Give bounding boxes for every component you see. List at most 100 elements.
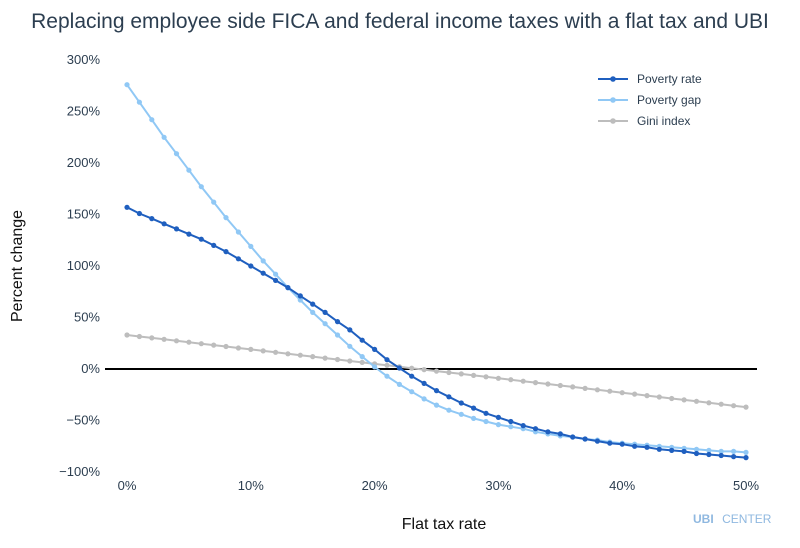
data-point-gini-index [632,391,638,397]
data-point-poverty-rate [570,434,576,440]
data-point-poverty-gap [347,343,353,349]
data-point-poverty-rate [483,410,489,416]
y-tick-label: −100% [59,464,100,479]
data-point-poverty-gap [693,446,700,452]
data-point-poverty-rate [545,429,551,435]
data-point-poverty-rate [297,293,303,299]
data-point-poverty-gap [483,418,489,425]
data-point-poverty-rate [421,380,427,386]
data-point-poverty-gap [731,448,737,454]
data-point-gini-index [458,371,464,377]
data-point-poverty-gap [310,309,316,315]
data-point-gini-index [248,346,254,352]
data-point-poverty-rate [458,400,464,406]
data-point-poverty-gap [235,229,241,235]
data-point-gini-index [334,356,341,363]
y-tick-label: 100% [67,258,101,273]
data-point-poverty-gap [718,448,724,454]
y-tick-label: 300% [67,52,101,67]
data-point-gini-index [520,378,526,384]
data-point-gini-index [186,339,192,345]
data-point-poverty-gap [706,447,712,453]
data-point-gini-index [446,369,452,376]
data-point-poverty-gap [124,82,130,88]
data-point-gini-index [273,349,279,355]
data-point-poverty-gap [223,215,229,221]
data-point-poverty-gap [396,381,402,387]
data-point-poverty-gap [136,99,142,105]
data-point-poverty-rate [693,450,700,457]
x-tick-label: 40% [609,478,635,493]
data-point-gini-index [495,375,501,381]
data-point-poverty-rate [322,309,328,315]
data-point-gini-index [173,338,180,344]
data-point-gini-index [198,341,204,347]
data-point-gini-index [235,345,241,351]
logo-brand-ubi: UBI [693,512,714,526]
y-tick-label: −50% [66,413,100,428]
x-axis-label: Flat tax rate [402,516,487,533]
data-point-poverty-gap [186,167,192,173]
data-point-poverty-rate [557,431,563,437]
data-point-poverty-rate [409,373,415,379]
data-point-poverty-gap [743,449,749,455]
data-point-poverty-gap [260,258,266,264]
data-point-gini-index [656,394,662,400]
data-point-gini-index [149,335,155,341]
data-point-poverty-rate [136,210,142,217]
legend-item-poverty-rate: Poverty rate [598,72,702,86]
data-point-gini-index [124,332,130,338]
y-axis-ticks: 300% 250% 200% 150% 100% 50% 0% −50% −100% [59,52,100,479]
data-point-poverty-rate [273,277,279,283]
data-point-poverty-rate [594,438,601,444]
data-point-poverty-rate [334,319,341,325]
data-point-gini-index [570,384,576,390]
data-point-poverty-gap [495,422,501,428]
data-point-gini-index [594,387,601,393]
data-point-poverty-rate [149,216,155,222]
x-tick-label: 30% [485,478,511,493]
data-point-poverty-gap [198,184,204,190]
data-point-gini-index [619,390,625,396]
data-point-poverty-rate [508,418,514,425]
data-point-poverty-rate [211,242,217,248]
data-point-poverty-gap [161,134,167,140]
series-line-poverty-rate [126,206,747,459]
data-point-gini-index [557,382,563,389]
y-axis-label: Percent change [9,210,26,322]
data-point-poverty-rate [248,263,254,269]
legend-swatch-marker [610,76,616,82]
series-poverty-rate [124,204,749,461]
data-point-poverty-rate [644,444,650,450]
chart-title: Replacing employee side FICA and federal… [31,10,769,33]
data-point-poverty-gap [433,402,440,408]
data-point-gini-index [582,385,588,391]
legend-item-poverty-gap: Poverty gap [598,93,701,107]
data-point-poverty-gap [471,415,477,421]
data-point-poverty-gap [173,151,180,157]
data-point-poverty-gap [322,321,328,327]
data-point-poverty-rate [124,204,130,210]
data-point-poverty-gap [384,373,390,379]
data-point-gini-index [310,354,316,360]
data-point-gini-index [260,348,266,354]
data-point-poverty-rate [520,423,526,429]
data-point-poverty-rate [681,448,687,454]
data-point-poverty-rate [532,426,539,432]
legend-swatch-marker [610,118,616,124]
data-point-gini-index [508,377,514,383]
data-point-poverty-gap [359,354,365,360]
data-point-gini-index [421,367,427,373]
data-point-poverty-gap [273,271,279,277]
data-point-poverty-rate [718,452,724,459]
data-point-gini-index [384,362,390,368]
data-point-gini-index [136,333,142,340]
data-point-poverty-rate [582,436,588,442]
data-point-poverty-gap [508,424,514,430]
data-point-poverty-rate [260,270,266,276]
data-point-gini-index [693,398,700,404]
series-poverty-gap [124,82,749,455]
legend-item-gini-index: Gini index [598,114,690,128]
data-point-gini-index [681,397,687,403]
